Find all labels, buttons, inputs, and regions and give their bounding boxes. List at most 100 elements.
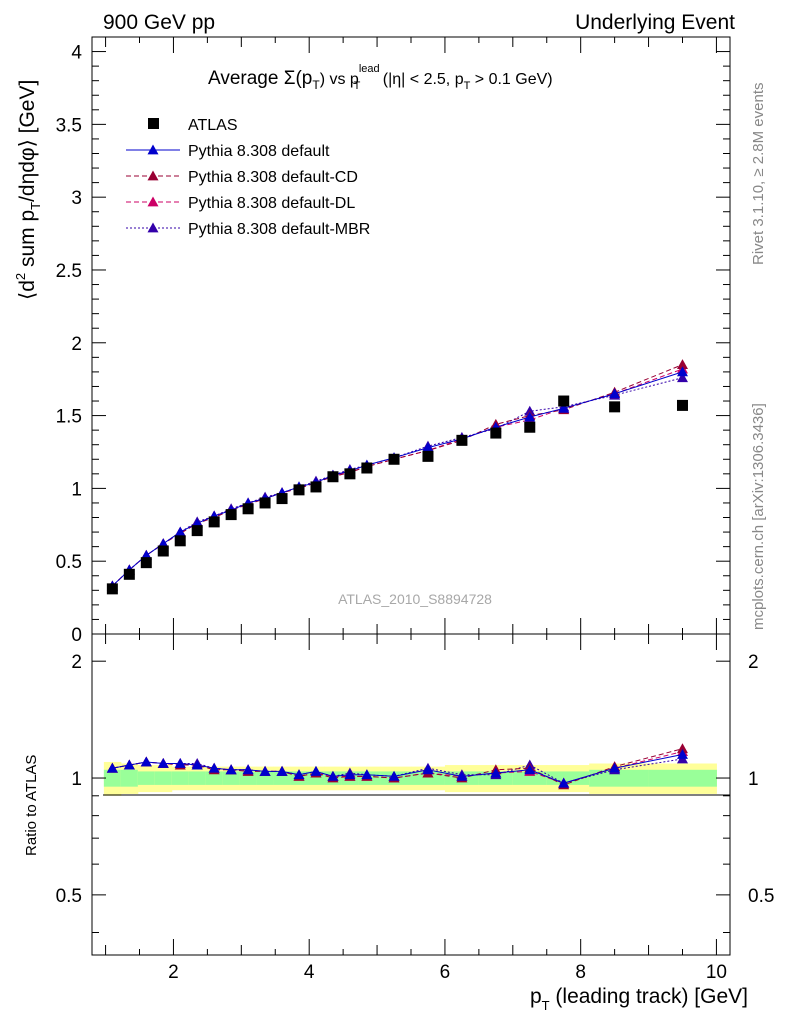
series-line-cd <box>112 364 683 587</box>
ratio-point-default <box>676 748 688 759</box>
data-point-atlas <box>524 421 536 433</box>
ratio-point-cd <box>676 743 688 754</box>
x-axis-label: pT (leading track) [GeV] <box>530 985 748 1013</box>
ratio-y-tick-label-left: 0.5 <box>56 886 82 907</box>
ratio-point-default <box>225 764 237 775</box>
ratio-point-default <box>422 764 434 775</box>
ratio-y-tick-label-left: 2 <box>71 652 82 673</box>
data-point-atlas <box>558 395 570 407</box>
ratio-series <box>106 743 688 790</box>
legend-marker-cd <box>147 170 159 181</box>
ratio-band-inner <box>205 771 224 785</box>
y-tick-label: 2 <box>71 334 82 355</box>
ratio-band-inner <box>589 769 650 787</box>
y-tick-label: 0 <box>71 625 82 646</box>
data-point-atlas <box>123 568 135 580</box>
data-point-default <box>524 411 536 422</box>
data-point-default <box>174 526 186 537</box>
x-tick-label: 8 <box>575 962 586 983</box>
ratio-y-tick-label-right: 1 <box>748 769 759 790</box>
y-tick-label: 3 <box>71 188 82 209</box>
data-point-atlas <box>106 583 118 595</box>
data-point-atlas <box>259 497 271 509</box>
ratio-point-default <box>456 770 468 781</box>
legend-marker-mbr <box>147 222 159 233</box>
ratio-point-default <box>140 756 152 767</box>
data-point-atlas <box>456 434 468 446</box>
ratio-band-inner <box>120 769 139 787</box>
main-ytick-labels: 0 0.5 1 1.5 2 2.5 3 3.5 4 <box>56 43 83 646</box>
ratio-y-tick-label-right: 0.5 <box>748 886 774 907</box>
analysis-id: ATLAS_2010_S8894728 <box>338 591 492 607</box>
y-tick-label: 1 <box>71 479 82 500</box>
data-point-atlas <box>174 535 186 547</box>
x-tick-label: 2 <box>168 962 179 983</box>
data-point-atlas <box>191 525 203 537</box>
data-point-atlas <box>140 557 152 569</box>
legend-label-atlas: ATLAS <box>188 117 238 134</box>
ratio-point-default <box>191 759 203 770</box>
x-tick-label: 10 <box>706 962 727 983</box>
ratio-point-default <box>293 769 305 780</box>
ratio-point-default <box>157 758 169 768</box>
x-tick-label: 4 <box>304 962 315 983</box>
data-point-default <box>676 366 688 377</box>
ratio-point-default <box>259 765 271 776</box>
ratio-band-inner <box>103 769 122 787</box>
main-panel: 0 0.5 1 1.5 2 2.5 3 3.5 4 Average Σ(pT) vs plead… <box>13 36 731 646</box>
y-tick-label: 2.5 <box>56 261 82 282</box>
ratio-point-default <box>344 769 356 780</box>
ratio-point-default <box>524 764 536 775</box>
rivet-label: Rivet 3.1.10, ≥ 2.8M events <box>750 83 767 266</box>
ratio-band-inner <box>648 769 717 787</box>
ratio-band-inner <box>222 771 241 785</box>
ratio-band-inner <box>154 771 173 785</box>
ratio-point-default <box>558 777 570 788</box>
data-point-cd <box>676 359 688 370</box>
data-point-atlas <box>242 503 254 515</box>
series-line-mbr <box>112 377 683 587</box>
data-point-default <box>558 402 570 413</box>
data-point-atlas <box>490 427 502 439</box>
data-point-atlas <box>225 509 237 521</box>
main-ticks <box>92 37 730 635</box>
ratio-point-default <box>276 765 288 776</box>
ratio-point-default <box>242 764 254 775</box>
legend-marker-default <box>147 144 159 155</box>
data-point-atlas <box>388 453 400 465</box>
legend-label-dl: Pythia 8.308 default-DL <box>188 195 355 212</box>
ratio-panel: 0.5 1 2 0.5 1 2 2 4 6 8 10 Ratio to ATLAS pT (lead… <box>23 633 775 1013</box>
mcplots-label: mcplots.cern.ch [arXiv:1306.3436] <box>750 403 767 630</box>
ratio-band-inner <box>188 771 207 785</box>
ratio-ticks <box>92 634 730 955</box>
y-tick-label: 3.5 <box>56 115 82 136</box>
data-point-atlas <box>327 471 339 483</box>
data-point-atlas <box>344 468 356 480</box>
ratio-point-default <box>490 767 502 778</box>
data-point-atlas <box>208 516 220 528</box>
ratio-band-inner <box>512 771 548 785</box>
chart-title: Average Σ(pT) vs plead T (|η| < 2.5, pT >… <box>208 63 553 92</box>
ratio-point-default <box>174 758 186 768</box>
data-point-atlas <box>676 399 688 411</box>
ratio-point-default <box>327 770 339 781</box>
ratio-point-default <box>609 762 621 773</box>
ratio-y-tick-label-right: 2 <box>748 652 759 673</box>
data-point-atlas <box>422 450 434 462</box>
data-point-default <box>422 442 434 453</box>
data-point-atlas <box>310 481 322 493</box>
data-point-atlas <box>361 462 373 474</box>
legend-marker-dl <box>147 196 159 207</box>
data-point-atlas <box>157 545 169 557</box>
y-tick-label: 4 <box>71 43 82 64</box>
y-tick-label: 0.5 <box>56 552 82 573</box>
data-point-atlas <box>609 401 621 413</box>
data-point-default <box>609 388 621 399</box>
ratio-tick-labels: 0.5 1 2 0.5 1 2 2 4 6 8 10 <box>56 652 775 983</box>
ratio-y-tick-label-left: 1 <box>71 769 82 790</box>
legend-label-default: Pythia 8.308 default <box>188 143 330 160</box>
legend: ATLAS Pythia 8.308 default Pythia 8.308 de… <box>126 117 370 238</box>
header-right: Underlying Event <box>575 11 735 34</box>
ratio-point-default <box>208 762 220 773</box>
ratio-point-default <box>123 759 135 770</box>
